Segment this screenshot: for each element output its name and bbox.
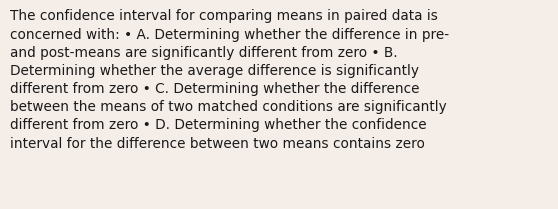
- Text: The confidence interval for comparing means in paired data is
concerned with: • : The confidence interval for comparing me…: [10, 9, 449, 151]
